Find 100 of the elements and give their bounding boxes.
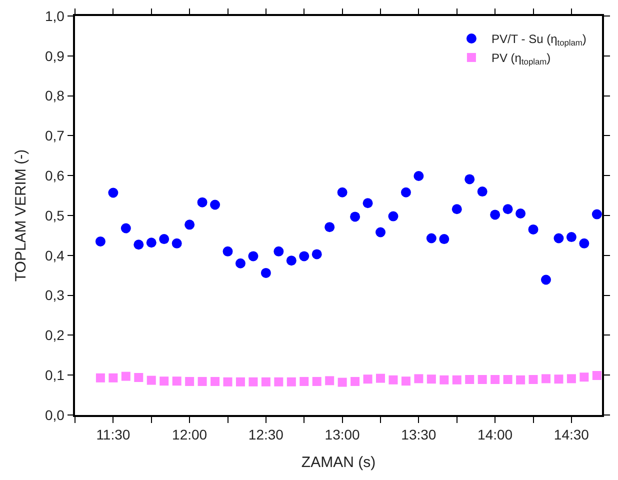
point [580,372,589,382]
x-tick-label: 12:00 [172,426,208,443]
point [440,375,449,384]
point [376,227,386,238]
point [376,374,386,383]
y-tick-label: 0,1 [44,367,65,383]
x-tick-label: 14:30 [554,426,590,443]
point [210,376,220,386]
point [554,233,564,244]
point [388,375,398,384]
x-tick-label: 12:30 [248,426,284,443]
point [592,209,602,220]
point [426,233,436,244]
point [236,377,245,386]
x-tick-label: 11:30 [96,426,130,443]
point [566,374,576,384]
point [223,377,232,386]
point [300,376,309,386]
y-tick-label: 0,5 [44,207,65,224]
point [554,374,564,384]
point [146,238,156,248]
point [490,210,500,220]
point [146,376,156,385]
point [503,374,512,384]
point [312,376,322,386]
point [96,373,105,382]
point [260,268,271,278]
point [388,211,398,222]
y-tick-label: 1,0 [44,8,65,24]
point [286,377,296,386]
point [172,376,182,386]
point [121,372,130,381]
point [363,374,372,384]
y-tick-label: 0,7 [44,128,65,144]
x-tick-label: 13:00 [324,426,360,443]
point [566,232,576,242]
point [426,374,436,384]
point [541,374,550,384]
point [516,375,526,384]
point [540,274,551,285]
point [222,246,233,256]
point [248,377,258,386]
y-tick-label: 0,6 [44,168,65,184]
legend-label: PV/T - Su (η$_{toplam}$) [491,32,586,48]
point [134,240,144,250]
point [274,246,284,256]
point [160,376,169,386]
point [478,374,487,384]
point [134,372,144,382]
legend-label: PV (η$_{toplam}$) [491,51,551,67]
y-tick-label: 0,9 [44,48,65,64]
point [452,204,462,214]
point [362,198,373,208]
x-tick-label: 14:00 [478,426,513,443]
point [414,374,424,384]
point [439,234,450,244]
point [337,187,348,198]
point [464,174,475,184]
point [452,375,462,384]
point [477,186,488,197]
point [120,223,131,234]
y-tick-label: 0,8 [44,88,65,104]
x-tick-label: 13:30 [401,426,436,443]
y-tick-label: 0,0 [44,406,65,423]
point [592,371,602,380]
point [350,212,360,222]
point [400,187,411,198]
point [286,256,296,266]
point [299,251,310,262]
point [274,377,284,386]
point [210,200,220,210]
point [235,258,246,268]
point [502,204,513,214]
point [108,188,118,198]
point [261,377,270,386]
x-axis-title: ZAMAN (s) [301,454,376,472]
point [350,376,360,386]
y-axis-title: TOPLAM VERIM (-) [12,149,30,282]
point [579,238,590,248]
point [414,171,424,181]
point [108,373,118,382]
y-tick-label: 0,4 [44,247,65,264]
point [401,376,410,386]
point [198,376,207,386]
y-tick-label: 0,3 [44,287,65,304]
point [197,197,208,208]
point [184,220,195,230]
point [95,236,106,246]
point [248,251,258,262]
point [325,376,334,386]
point [528,224,538,234]
point [312,249,322,260]
point [490,374,500,384]
y-tick-label: 0,2 [44,327,65,344]
point [465,374,474,384]
point [516,208,526,219]
point [185,376,194,386]
point [159,234,170,244]
point [172,238,182,248]
point [528,374,538,384]
